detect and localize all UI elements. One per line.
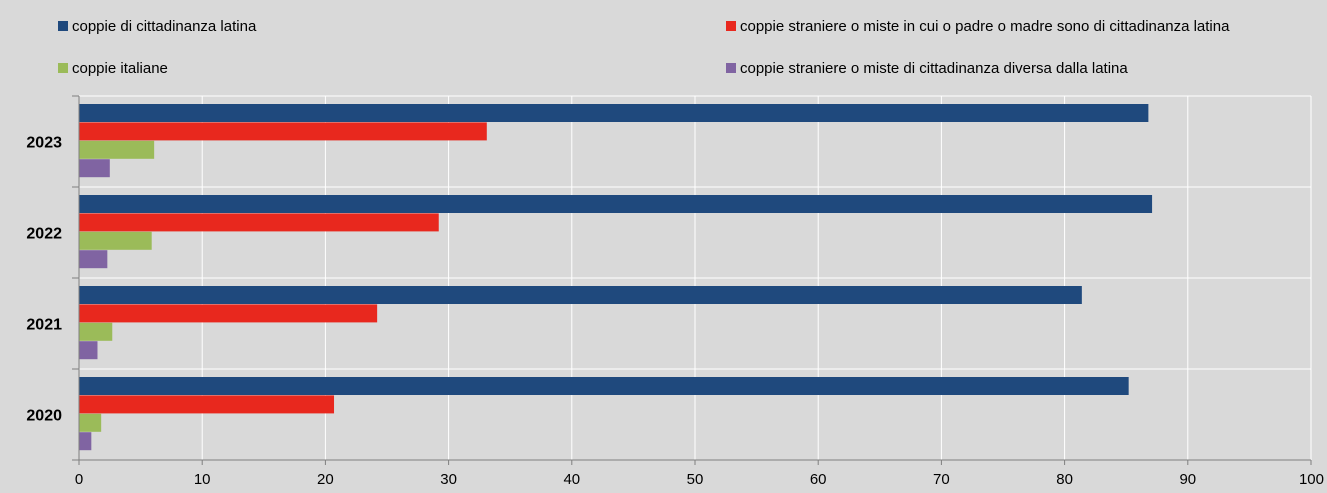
- x-tick-label-80: 80: [1056, 471, 1073, 488]
- bar-2021-series-0: [79, 286, 1082, 304]
- legend-item-coppie-straniere-o-miste-diversa: coppie straniere o miste di cittadinanza…: [726, 60, 1128, 77]
- legend-swatch: [58, 63, 68, 73]
- category-label-2023: 2023: [26, 135, 62, 152]
- x-tick-label-100: 100: [1299, 471, 1324, 488]
- category-label-2021: 2021: [26, 317, 62, 334]
- x-tick-label-30: 30: [440, 471, 457, 488]
- category-label-2020: 2020: [26, 408, 62, 425]
- legend-label: coppie di cittadinanza latina: [72, 18, 257, 35]
- bar-2021-series-3: [79, 341, 98, 360]
- bar-2020-series-3: [79, 432, 92, 451]
- bar-2020-series-2: [79, 413, 102, 432]
- bar-2022-series-1: [79, 213, 439, 232]
- legend: coppie di cittadinanza latina coppie str…: [58, 18, 1230, 77]
- bar-2021-series-1: [79, 304, 378, 323]
- plot-area: 2023 2022 2021 2020 0 10 20 30 40 50 60 70 80 90 100: [26, 95, 1324, 488]
- bar-2023-series-3: [79, 159, 110, 178]
- bar-2020-series-1: [79, 395, 335, 414]
- legend-swatch: [726, 21, 736, 31]
- bar-2023-series-0: [79, 104, 1149, 122]
- legend-swatch: [58, 21, 68, 31]
- bar-2020-series-0: [79, 377, 1129, 395]
- legend-swatch: [726, 63, 736, 73]
- legend-label: coppie straniere o miste in cui o padre …: [740, 18, 1230, 35]
- bar-2022-series-2: [79, 231, 152, 250]
- x-tick-label-60: 60: [810, 471, 827, 488]
- x-tick-label-70: 70: [933, 471, 950, 488]
- legend-item-coppie-italiane: coppie italiane: [58, 60, 168, 77]
- bar-2023-series-2: [79, 140, 155, 159]
- bar-2022-series-0: [79, 195, 1153, 213]
- legend-item-coppie-di-cittadinanza-latina: coppie di cittadinanza latina: [58, 18, 257, 35]
- legend-item-coppie-straniere-o-miste-latina: coppie straniere o miste in cui o padre …: [726, 18, 1230, 35]
- x-tick-label-10: 10: [194, 471, 211, 488]
- bar-2021-series-2: [79, 322, 113, 341]
- x-tick-label-20: 20: [317, 471, 334, 488]
- bar-2022-series-3: [79, 250, 108, 269]
- legend-label: coppie straniere o miste di cittadinanza…: [740, 60, 1128, 77]
- bar-2023-series-1: [79, 122, 487, 141]
- x-tick-label-40: 40: [563, 471, 580, 488]
- legend-label: coppie italiane: [72, 60, 168, 77]
- category-label-2022: 2022: [26, 226, 62, 243]
- x-tick-label-50: 50: [687, 471, 704, 488]
- x-tick-label-0: 0: [75, 471, 83, 488]
- x-tick-label-90: 90: [1179, 471, 1196, 488]
